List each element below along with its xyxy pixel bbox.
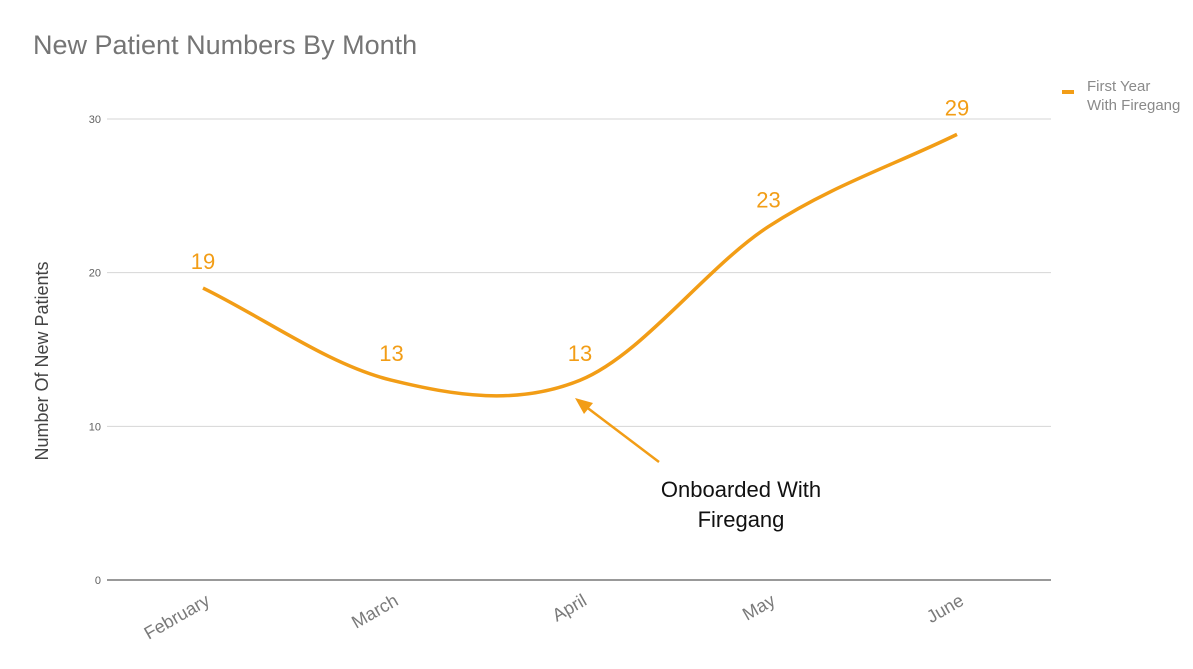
x-tick-label-march: March [348, 590, 401, 632]
data-labels: 19 13 13 23 29 [191, 95, 969, 366]
legend-label-line-2: With Firegang [1087, 97, 1180, 114]
data-point-may[interactable] [766, 224, 772, 230]
data-label-june: 29 [945, 95, 969, 120]
legend-swatch [1062, 90, 1074, 94]
chart-title: New Patient Numbers By Month [33, 30, 417, 60]
y-axis-label: Number Of New Patients [32, 261, 52, 460]
x-tick-label-june: June [923, 590, 967, 627]
y-tick-label-0: 0 [95, 575, 101, 587]
series-line-group [200, 131, 960, 398]
data-point-february[interactable] [200, 285, 206, 291]
y-axis-ticks: 0 10 20 30 [89, 114, 101, 587]
data-point-march[interactable] [389, 377, 395, 383]
x-tick-label-february: February [141, 590, 213, 643]
data-label-february: 19 [191, 249, 215, 274]
annotation-text-line-1: Onboarded With [661, 477, 821, 502]
annotation-text-line-2: Firegang [698, 507, 785, 532]
data-label-april: 13 [568, 341, 592, 366]
annotation-arrowhead [575, 398, 593, 414]
annotation: Onboarded With Firegang [575, 398, 821, 532]
data-point-april[interactable] [577, 377, 583, 383]
gridlines [107, 118, 1051, 581]
y-tick-label-20: 20 [89, 268, 101, 280]
y-tick-label-10: 10 [89, 421, 101, 433]
data-label-may: 23 [756, 188, 780, 213]
x-tick-label-may: May [739, 590, 778, 624]
legend[interactable]: First Year With Firegang [1062, 78, 1180, 114]
data-label-march: 13 [379, 341, 403, 366]
x-axis-ticks: February March April May June [141, 590, 967, 643]
annotation-arrow [584, 405, 660, 463]
legend-label-line-1: First Year [1087, 78, 1150, 95]
x-tick-label-april: April [549, 590, 590, 625]
y-tick-label-30: 30 [89, 114, 101, 126]
data-point-june[interactable] [954, 131, 960, 137]
series-line [202, 132, 958, 398]
